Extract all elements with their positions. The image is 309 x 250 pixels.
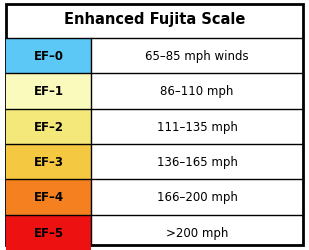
Text: 86–110 mph: 86–110 mph: [160, 85, 234, 98]
Bar: [6, 39, 91, 74]
Text: 166–200 mph: 166–200 mph: [157, 191, 237, 204]
Bar: [6, 144, 91, 180]
Text: 136–165 mph: 136–165 mph: [157, 156, 237, 168]
Text: EF–0: EF–0: [34, 50, 64, 63]
Text: EF–2: EF–2: [34, 120, 64, 133]
Text: Enhanced Fujita Scale: Enhanced Fujita Scale: [64, 12, 245, 27]
Bar: [6, 109, 91, 144]
Text: EF–4: EF–4: [34, 191, 64, 204]
Text: 65–85 mph winds: 65–85 mph winds: [145, 50, 249, 63]
Text: >200 mph: >200 mph: [166, 226, 228, 239]
Text: EF–1: EF–1: [34, 85, 64, 98]
Text: EF–5: EF–5: [34, 226, 64, 239]
Text: EF–3: EF–3: [34, 156, 64, 168]
Text: 111–135 mph: 111–135 mph: [157, 120, 237, 133]
Bar: [6, 180, 91, 215]
Bar: [6, 74, 91, 109]
Bar: [6, 215, 91, 250]
